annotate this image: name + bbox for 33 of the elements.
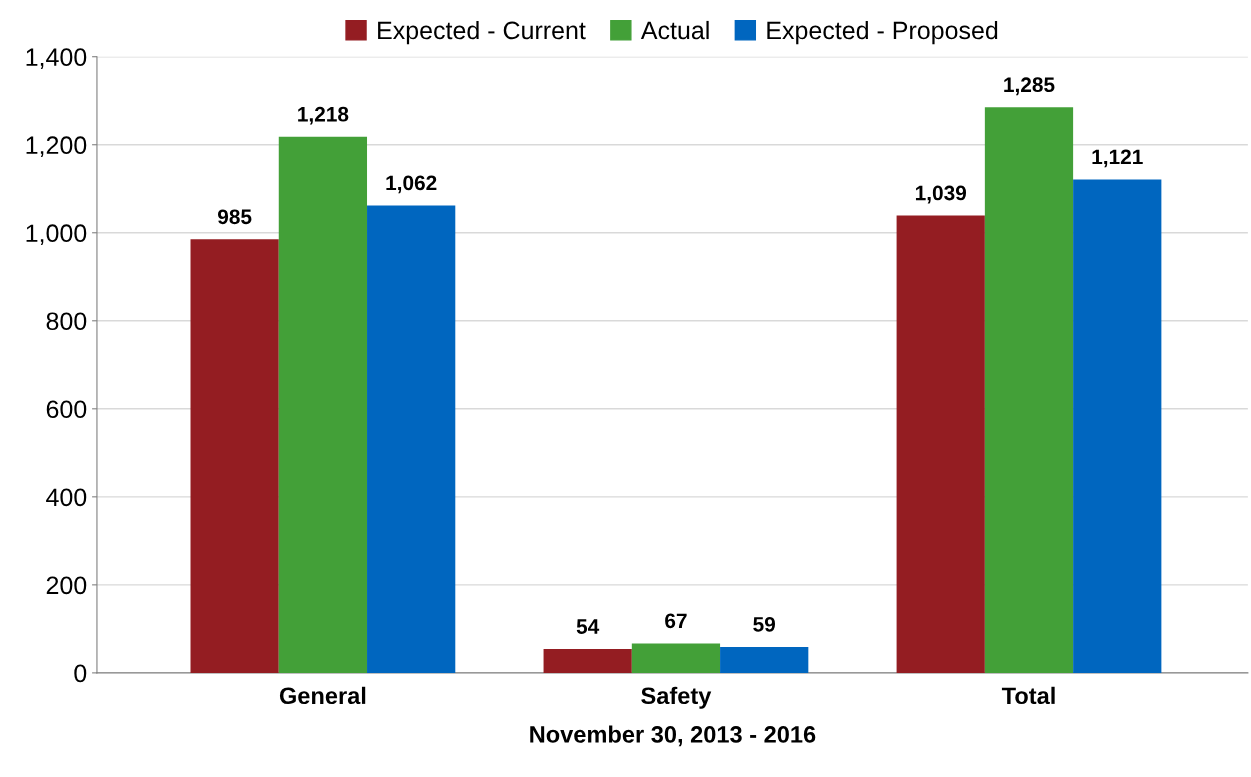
- data-label: 1,218: [298, 106, 349, 125]
- data-label: 985: [217, 209, 252, 225]
- bar: [367, 205, 456, 673]
- legend-label: Expected - Proposed: [767, 20, 998, 45]
- bar: [543, 649, 632, 673]
- y-tick-label: 200: [46, 576, 87, 595]
- bar: [896, 215, 985, 673]
- data-label: 59: [753, 616, 776, 632]
- data-label: 67: [665, 613, 687, 629]
- y-tick-label: 0: [74, 664, 87, 683]
- bar: [720, 646, 809, 673]
- x-axis-title: November 30, 2013 - 2016: [530, 725, 816, 747]
- data-label: 1,121: [1092, 149, 1143, 168]
- y-tick-label: 1,400: [26, 48, 87, 69]
- y-tick-label: 400: [46, 488, 87, 507]
- y-tick-label: 1,200: [26, 136, 87, 157]
- data-label: 1,039: [915, 185, 967, 204]
- x-tick-label: General: [279, 686, 366, 705]
- bar: [278, 136, 368, 673]
- data-label: 1,062: [386, 175, 437, 194]
- y-tick-label: 600: [46, 400, 87, 419]
- legend-label: Expected - Current: [378, 20, 586, 45]
- data-label: 1,285: [1004, 77, 1055, 96]
- bar: [984, 107, 1074, 673]
- legend-label: Actual: [640, 20, 709, 40]
- bar: [1073, 179, 1162, 673]
- y-tick-label: 1,000: [26, 224, 87, 246]
- x-tick-label: Safety: [641, 686, 712, 709]
- bar: [190, 239, 279, 673]
- data-label: 54: [576, 619, 600, 634]
- bar: [631, 643, 721, 673]
- x-tick-label: Total: [1001, 686, 1055, 705]
- y-tick-label: 800: [46, 312, 87, 331]
